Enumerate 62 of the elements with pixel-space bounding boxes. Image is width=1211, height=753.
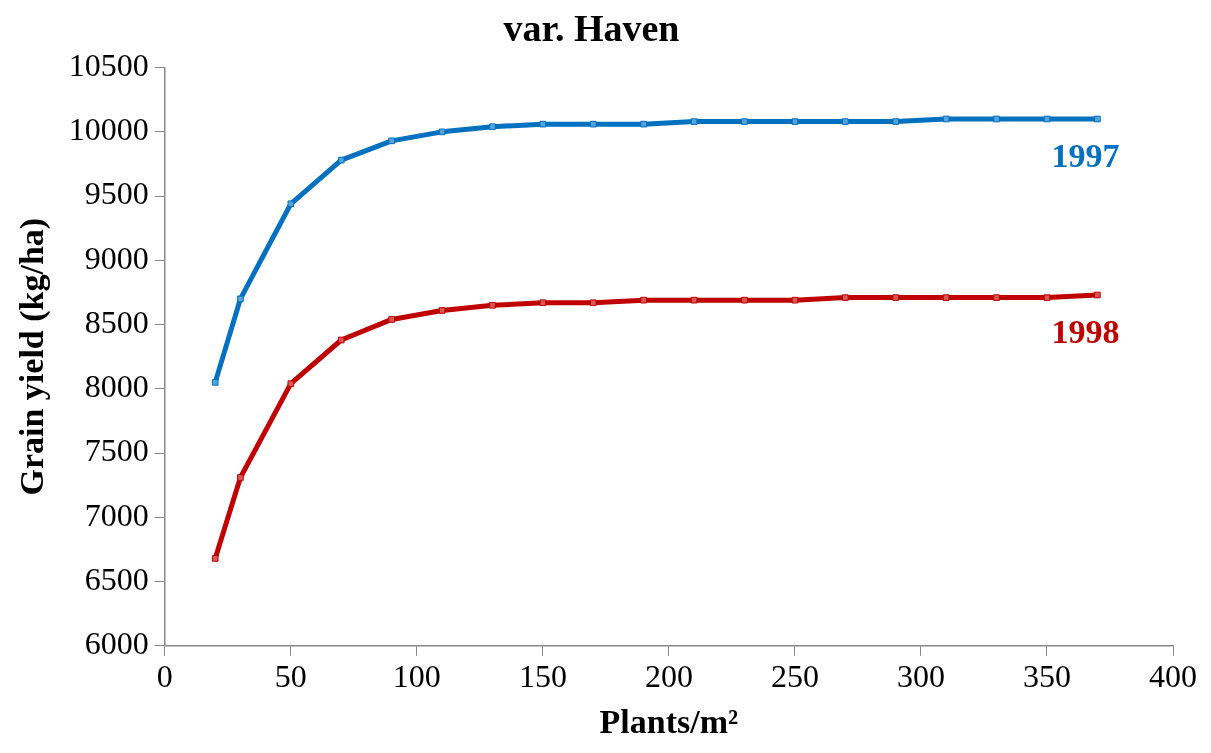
point	[1043, 294, 1051, 301]
x-tick-label: 150	[518, 658, 567, 695]
x-tick-label: 100	[392, 658, 441, 695]
point	[489, 123, 496, 131]
point	[539, 299, 547, 307]
point	[791, 118, 799, 125]
point	[388, 137, 395, 145]
point	[640, 296, 648, 304]
point	[993, 294, 1000, 301]
point	[892, 294, 900, 301]
point	[438, 307, 446, 314]
x-tick-label: 300	[896, 658, 945, 695]
point	[690, 296, 698, 304]
y-tick-label: 9500	[84, 175, 149, 212]
x-axis-title: Plants/m²	[599, 703, 739, 741]
point	[640, 120, 648, 128]
point	[489, 301, 496, 309]
y-tick-label: 9000	[84, 239, 149, 276]
point	[1043, 115, 1051, 123]
point	[211, 379, 219, 386]
point	[1094, 291, 1101, 299]
y-tick-label: 7000	[84, 496, 149, 533]
y-axis-title: Grain yield (kg/ha)	[13, 217, 52, 496]
x-tick-label: 250	[770, 658, 819, 695]
point	[842, 294, 849, 301]
point	[993, 115, 1000, 123]
y-tick-label: 10500	[68, 47, 149, 84]
y-tick-label: 10000	[68, 111, 149, 148]
y-tick-label: 8000	[84, 368, 149, 405]
point	[211, 555, 219, 562]
point	[892, 118, 900, 125]
x-tick-label: 50	[274, 658, 307, 695]
x-tick-label: 200	[644, 658, 693, 695]
point	[942, 294, 950, 301]
point	[741, 118, 748, 125]
y-tick-label: 6000	[84, 625, 149, 662]
point	[741, 296, 748, 304]
point	[237, 295, 244, 303]
point	[1094, 115, 1101, 123]
point	[287, 200, 295, 208]
point	[337, 156, 345, 164]
x-tick-label: 400	[1149, 658, 1197, 695]
point	[388, 316, 395, 323]
point	[438, 128, 446, 136]
y-tick-label: 6500	[84, 560, 149, 597]
y-tick-label: 8500	[84, 303, 149, 340]
point	[589, 120, 597, 128]
series-label: 1998	[1051, 312, 1120, 350]
point	[942, 115, 950, 123]
point	[589, 299, 597, 307]
point	[237, 474, 244, 481]
point	[337, 336, 345, 344]
point	[690, 118, 698, 125]
point	[842, 118, 849, 125]
chart-title: var. Haven	[503, 6, 680, 49]
y-tick-label: 7500	[84, 432, 149, 469]
point	[791, 296, 799, 304]
x-tick-label: 0	[156, 658, 173, 695]
series-label: 1997	[1051, 136, 1120, 174]
x-tick-label: 350	[1022, 658, 1071, 695]
point	[539, 120, 547, 128]
point	[287, 380, 295, 388]
